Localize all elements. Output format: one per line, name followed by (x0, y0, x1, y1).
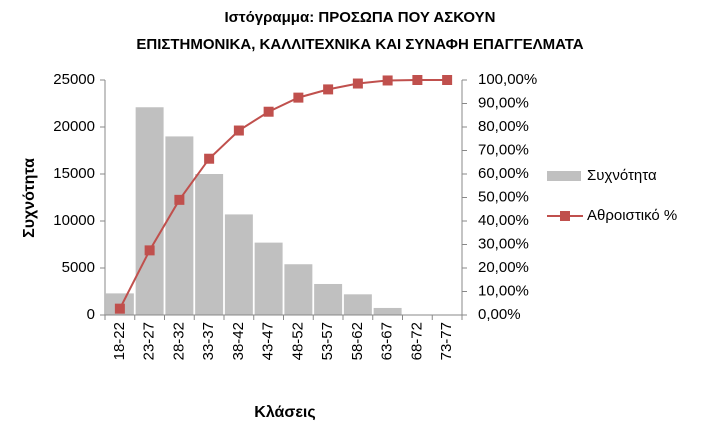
y2-tick-label: 60,00% (478, 165, 529, 182)
marker (204, 153, 215, 164)
y-tick-label: 15000 (53, 165, 95, 182)
y-tick-label: 0 (87, 306, 95, 323)
bar (284, 264, 313, 315)
y2-tick-label: 50,00% (478, 188, 529, 205)
x-tick-label: 23-27 (141, 322, 158, 360)
marker (114, 303, 125, 314)
chart-title: Ιστόγραμμα: ΠΡΟΣΩΠΑ ΠΟΥ ΑΣΚΟΥΝ (225, 9, 496, 26)
x-tick-label: 63-67 (379, 322, 396, 360)
marker (382, 75, 393, 86)
chart-title: ΕΠΙΣΤΗΜΟΝΙΚΑ, ΚΑΛΛΙΤΕΧΝΙΚΑ ΚΑΙ ΣΥΝΑΦΗ ΕΠ… (136, 36, 583, 53)
x-tick-label: 33-37 (200, 322, 217, 360)
y2-tick-label: 70,00% (478, 141, 529, 158)
y2-tick-label: 80,00% (478, 118, 529, 135)
x-tick-label: 28-32 (170, 322, 187, 360)
bar (165, 136, 194, 315)
bar (135, 107, 164, 315)
bar (195, 174, 224, 315)
x-tick-label: 48-52 (289, 322, 306, 360)
bar (373, 307, 402, 315)
x-tick-label: 58-62 (349, 322, 366, 360)
x-tick-label: 53-57 (319, 322, 336, 360)
marker (293, 92, 304, 103)
x-tick-label: 43-47 (260, 322, 277, 360)
marker (263, 106, 274, 117)
marker (174, 194, 185, 205)
y2-tick-label: 10,00% (478, 282, 529, 299)
legend-label: Αθροιστικό % (587, 207, 677, 224)
x-axis-label: Κλάσεις (254, 404, 315, 421)
y-tick-label: 20000 (53, 118, 95, 135)
x-tick-label: 38-42 (230, 322, 247, 360)
y-tick-label: 25000 (53, 71, 95, 88)
bar (224, 214, 253, 315)
x-tick-label: 68-72 (408, 322, 425, 360)
x-tick-label: 18-22 (111, 322, 128, 360)
bar (254, 242, 283, 315)
x-tick-label: 73-77 (438, 322, 455, 360)
legend-swatch (560, 211, 570, 221)
y-tick-label: 5000 (62, 259, 95, 276)
y-tick-label: 10000 (53, 212, 95, 229)
bar (314, 283, 343, 315)
y-axis-label: Συχνότητα (21, 158, 38, 238)
marker (352, 78, 363, 89)
bar (343, 294, 372, 315)
marker (442, 75, 453, 85)
legend-swatch (547, 171, 581, 181)
marker (144, 245, 155, 256)
marker (412, 75, 423, 85)
y2-tick-label: 0,00% (478, 306, 521, 323)
y2-tick-label: 40,00% (478, 212, 529, 229)
marker (323, 84, 334, 95)
y2-tick-label: 20,00% (478, 259, 529, 276)
y2-tick-label: 100,00% (478, 71, 537, 88)
legend-label: Συχνότητα (587, 167, 657, 184)
marker (233, 125, 244, 136)
y2-tick-label: 90,00% (478, 94, 529, 111)
y2-tick-label: 30,00% (478, 235, 529, 252)
